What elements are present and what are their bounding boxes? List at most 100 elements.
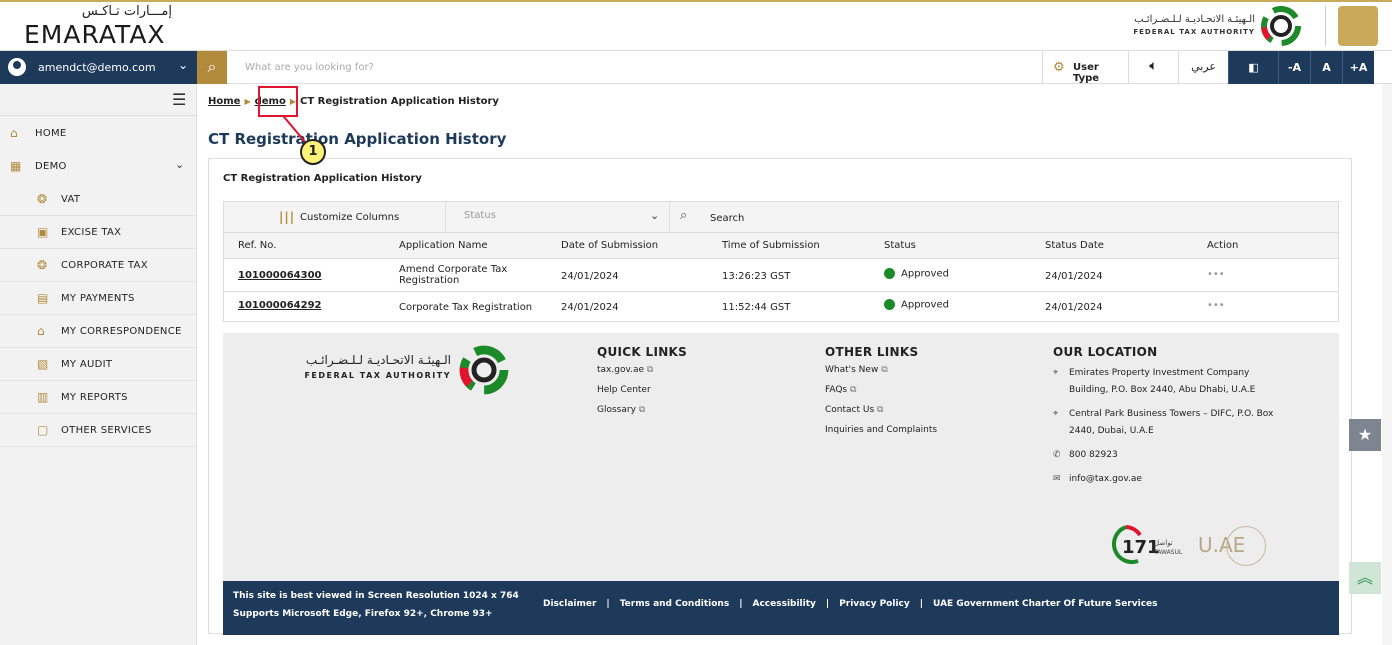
footer-link[interactable]: What's New ⧉	[825, 365, 937, 385]
sidebar-item-label: OTHER SERVICES	[61, 425, 152, 436]
terms-link[interactable]: Terms and Conditions	[619, 599, 730, 609]
sidebar-item-other-services[interactable]: ▢ OTHER SERVICES	[0, 414, 197, 447]
table-toolbar: ||| Customize Columns Status ⌄ ⌕ Search	[223, 201, 1339, 233]
sidebar-item-vat[interactable]: ❂ VAT	[0, 183, 197, 216]
location-pin-icon: ⌖	[1053, 409, 1059, 419]
link-separator: |	[825, 599, 830, 609]
user-type-button[interactable]: ⚙ User Type	[1042, 51, 1128, 84]
sidebar-item-corporate-tax[interactable]: ❂ CORPORATE TAX	[0, 249, 197, 282]
column-header[interactable]: Status	[884, 240, 916, 251]
submission-time: 11:52:44 GST	[722, 302, 791, 313]
user-type-label: User Type	[1073, 62, 1100, 84]
phone-icon: ✆	[1053, 450, 1061, 460]
gear-icon: ⚙	[1053, 60, 1065, 75]
approved-status-dot	[884, 268, 895, 279]
font-increase-button[interactable]: +A	[1342, 51, 1374, 84]
sidebar-item-label: MY AUDIT	[61, 359, 113, 370]
header-divider	[1325, 6, 1326, 46]
ref-number-link[interactable]: 101000064300	[238, 270, 322, 281]
footer-link-label: Glossary	[597, 405, 636, 415]
column-header[interactable]: Action	[1207, 240, 1239, 251]
accessibility-link[interactable]: Accessibility	[752, 599, 816, 609]
sidebar-item-home[interactable]: ⌂ HOME	[0, 117, 197, 150]
fta-mark-icon	[1261, 6, 1301, 46]
user-avatar-icon	[8, 58, 26, 76]
breadcrumb-current: CT Registration Application History	[300, 96, 499, 107]
scroll-to-top-button[interactable]: ︽	[1349, 562, 1381, 594]
customize-columns-label: Customize Columns	[300, 212, 400, 223]
column-header[interactable]: Date of Submission	[561, 240, 659, 251]
breadcrumb-demo-link[interactable]: demo	[254, 96, 286, 107]
excise-icon: ▣	[37, 225, 49, 239]
page-scrollbar[interactable]	[1382, 84, 1392, 645]
user-menu[interactable]: amendct@demo.com ⌄	[0, 51, 197, 84]
star-icon: ★	[1357, 425, 1373, 444]
language-toggle[interactable]: عربي	[1178, 51, 1228, 84]
email[interactable]: ✉ info@tax.gov.ae	[1053, 471, 1278, 488]
font-normal-button[interactable]: A	[1310, 51, 1342, 84]
favorite-button[interactable]: ★	[1349, 419, 1381, 451]
tawasul-logo[interactable]: 171 تواصل TAWASUL	[1108, 523, 1182, 567]
sidebar-item-my-audit[interactable]: ▧ MY AUDIT	[0, 348, 197, 381]
sidebar-item-my-correspondence[interactable]: ⌂ MY CORRESPONDENCE	[0, 315, 197, 348]
chevron-down-icon: ⌄	[650, 209, 660, 222]
column-header[interactable]: Application Name	[399, 240, 488, 251]
uae-gov-logo[interactable]: U.AE	[1198, 526, 1268, 566]
row-action-menu-icon[interactable]: •••	[1207, 300, 1225, 311]
coins-icon: ❂	[37, 192, 48, 206]
footer-bottom-bar: This site is best viewed in Screen Resol…	[223, 581, 1339, 635]
contrast-toggle[interactable]: ◧	[1228, 51, 1278, 84]
home-icon: ⌂	[10, 126, 18, 140]
footer-link[interactable]: Inquiries and Complaints	[825, 425, 937, 445]
sidebar-toggle[interactable]: ☰	[0, 84, 197, 116]
annotation-step-badge: 1	[300, 139, 326, 165]
phone[interactable]: ✆ 800 82923	[1053, 447, 1278, 464]
footer-link[interactable]: tax.gov.ae ⧉	[597, 365, 687, 385]
address-text: Central Park Business Towers – DIFC, P.O…	[1069, 409, 1274, 436]
charter-link[interactable]: UAE Government Charter Of Future Service…	[933, 599, 1158, 609]
status-filter-dropdown[interactable]: Status ⌄	[446, 202, 670, 232]
sidebar-item-label: MY REPORTS	[61, 392, 128, 403]
emaratax-logo[interactable]: إمـــارات تـاكـس EMARATAX	[20, 4, 180, 50]
location-title: OUR LOCATION	[1053, 345, 1158, 359]
footer-link[interactable]: Glossary ⧉	[597, 405, 687, 425]
submission-date: 24/01/2024	[561, 271, 619, 282]
sidebar-item-label: DEMO	[35, 161, 67, 172]
footer-link[interactable]: Contact Us ⧉	[825, 405, 937, 425]
font-decrease-button[interactable]: -A	[1278, 51, 1310, 84]
tawasul-ring-icon	[1112, 525, 1142, 565]
page-title: CT Registration Application History	[208, 130, 507, 148]
row-action-menu-icon[interactable]: •••	[1207, 269, 1225, 280]
footer-link[interactable]: FAQs ⧉	[825, 385, 937, 405]
status-date: 24/01/2024	[1045, 302, 1103, 313]
submission-date: 24/01/2024	[561, 302, 619, 313]
customize-columns-button[interactable]: ||| Customize Columns	[224, 202, 446, 232]
global-search-input[interactable]: What are you looking for?	[245, 62, 374, 73]
our-location: OUR LOCATION ⌖ Emirates Property Investme…	[1053, 345, 1278, 495]
sidebar-item-my-reports[interactable]: ▥ MY REPORTS	[0, 381, 197, 414]
sidebar-item-my-payments[interactable]: ▤ MY PAYMENTS	[0, 282, 197, 315]
disclaimer-link[interactable]: Disclaimer	[543, 599, 597, 609]
resolution-note: This site is best viewed in Screen Resol…	[233, 591, 519, 601]
column-header[interactable]: Status Date	[1045, 240, 1104, 251]
breadcrumb-home-link[interactable]: Home	[208, 96, 241, 107]
speaker-button[interactable]: 🔈︎	[1128, 51, 1178, 84]
sidebar-item-demo[interactable]: ▦ DEMO ⌄	[0, 150, 197, 183]
other-links: OTHER LINKS What's New ⧉ FAQs ⧉ Contact …	[825, 345, 937, 445]
search-button[interactable]: ⌕	[197, 51, 227, 84]
status-date: 24/01/2024	[1045, 271, 1103, 282]
uae-gov-circle	[1226, 526, 1266, 566]
external-link-icon: ⧉	[881, 365, 888, 375]
sidebar-item-excise-tax[interactable]: ▣ EXCISE TAX	[0, 216, 197, 249]
address-abu-dhabi: ⌖ Emirates Property Investment Company Bu…	[1053, 365, 1278, 399]
column-header[interactable]: Ref. No.	[238, 240, 277, 251]
column-header[interactable]: Time of Submission	[722, 240, 820, 251]
table-search-input[interactable]: ⌕ Search	[670, 202, 870, 232]
privacy-policy-link[interactable]: Privacy Policy	[839, 599, 910, 609]
footer-link[interactable]: Help Center	[597, 385, 687, 405]
fta-arabic-name: الـهيئـة الاتحـاديـة لـلـضـرائـب	[1134, 14, 1255, 25]
link-separator: |	[919, 599, 924, 609]
ref-number-link[interactable]: 101000064292	[238, 300, 322, 311]
other-links-title: OTHER LINKS	[825, 345, 919, 359]
history-card: CT Registration Application History ||| …	[208, 158, 1352, 635]
